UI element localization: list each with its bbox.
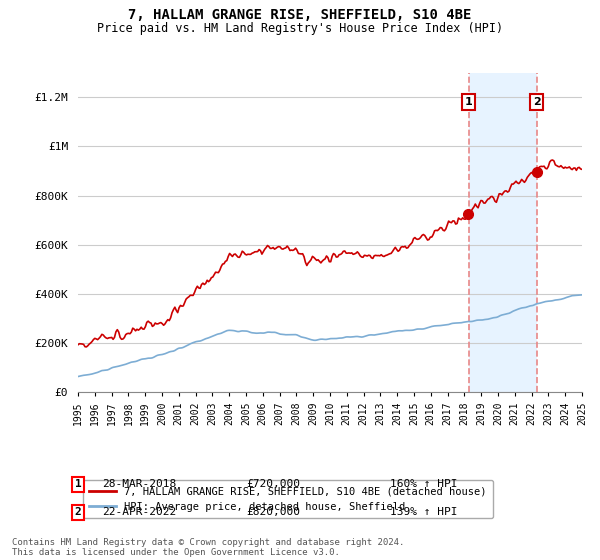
- Text: Price paid vs. HM Land Registry's House Price Index (HPI): Price paid vs. HM Land Registry's House …: [97, 22, 503, 35]
- Text: 2: 2: [533, 97, 541, 108]
- Text: 1: 1: [74, 479, 82, 489]
- Text: 22-APR-2022: 22-APR-2022: [102, 507, 176, 517]
- Text: Contains HM Land Registry data © Crown copyright and database right 2024.
This d: Contains HM Land Registry data © Crown c…: [12, 538, 404, 557]
- Text: 7, HALLAM GRANGE RISE, SHEFFIELD, S10 4BE: 7, HALLAM GRANGE RISE, SHEFFIELD, S10 4B…: [128, 8, 472, 22]
- Text: £820,000: £820,000: [246, 507, 300, 517]
- Text: 28-MAR-2018: 28-MAR-2018: [102, 479, 176, 489]
- Bar: [469, 73, 537, 392]
- Text: 160% ↑ HPI: 160% ↑ HPI: [390, 479, 458, 489]
- Text: 2: 2: [74, 507, 82, 517]
- Text: £720,000: £720,000: [246, 479, 300, 489]
- Legend: 7, HALLAM GRANGE RISE, SHEFFIELD, S10 4BE (detached house), HPI: Average price, : 7, HALLAM GRANGE RISE, SHEFFIELD, S10 4B…: [83, 480, 493, 518]
- Text: 1: 1: [465, 97, 472, 108]
- Text: 139% ↑ HPI: 139% ↑ HPI: [390, 507, 458, 517]
